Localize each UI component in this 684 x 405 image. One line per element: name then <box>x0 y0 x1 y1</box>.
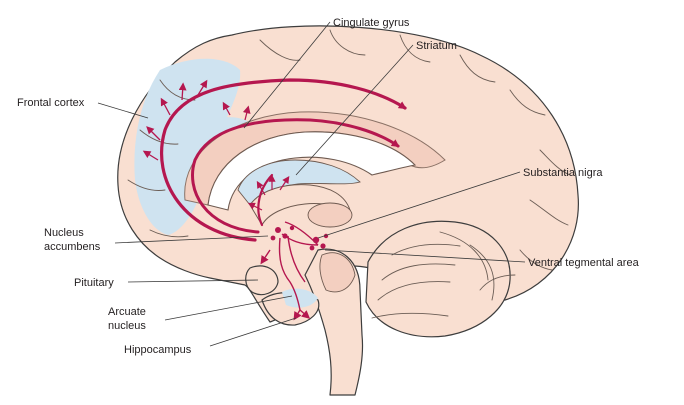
pathway-to-cortex-lower <box>191 118 400 234</box>
hippocampus-region <box>282 288 318 308</box>
label-nucleus-accumbens-line1: Nucleus <box>44 227 84 239</box>
label-cingulate-gyrus: Cingulate gyrus <box>333 17 410 29</box>
label-ventral-tegmental-area: Ventral tegmental area <box>528 257 640 269</box>
label-hippocampus: Hippocampus <box>124 344 192 356</box>
label-nucleus-accumbens-line2: accumbens <box>44 241 101 253</box>
pons <box>319 252 356 293</box>
label-arcuate-nucleus-line1: Arcuate <box>108 306 146 318</box>
label-striatum: Striatum <box>416 40 457 52</box>
cerebellum <box>365 220 511 338</box>
label-pituitary: Pituitary <box>74 277 114 289</box>
leader-lines <box>97 21 526 347</box>
thalamus <box>307 202 353 228</box>
striatum-branch-arrows <box>247 174 290 211</box>
vta-projections <box>260 221 319 321</box>
label-frontal-cortex: Frontal cortex <box>17 97 85 109</box>
cerebellum-folia <box>371 231 495 319</box>
pathway-to-cortex-upper <box>159 78 407 242</box>
frontal-branch-arrows <box>142 79 251 161</box>
label-arcuate-nucleus-line2: nucleus <box>108 320 146 332</box>
cortical-folds <box>127 29 571 291</box>
label-substantia-nigra: Substantia nigra <box>523 167 603 179</box>
